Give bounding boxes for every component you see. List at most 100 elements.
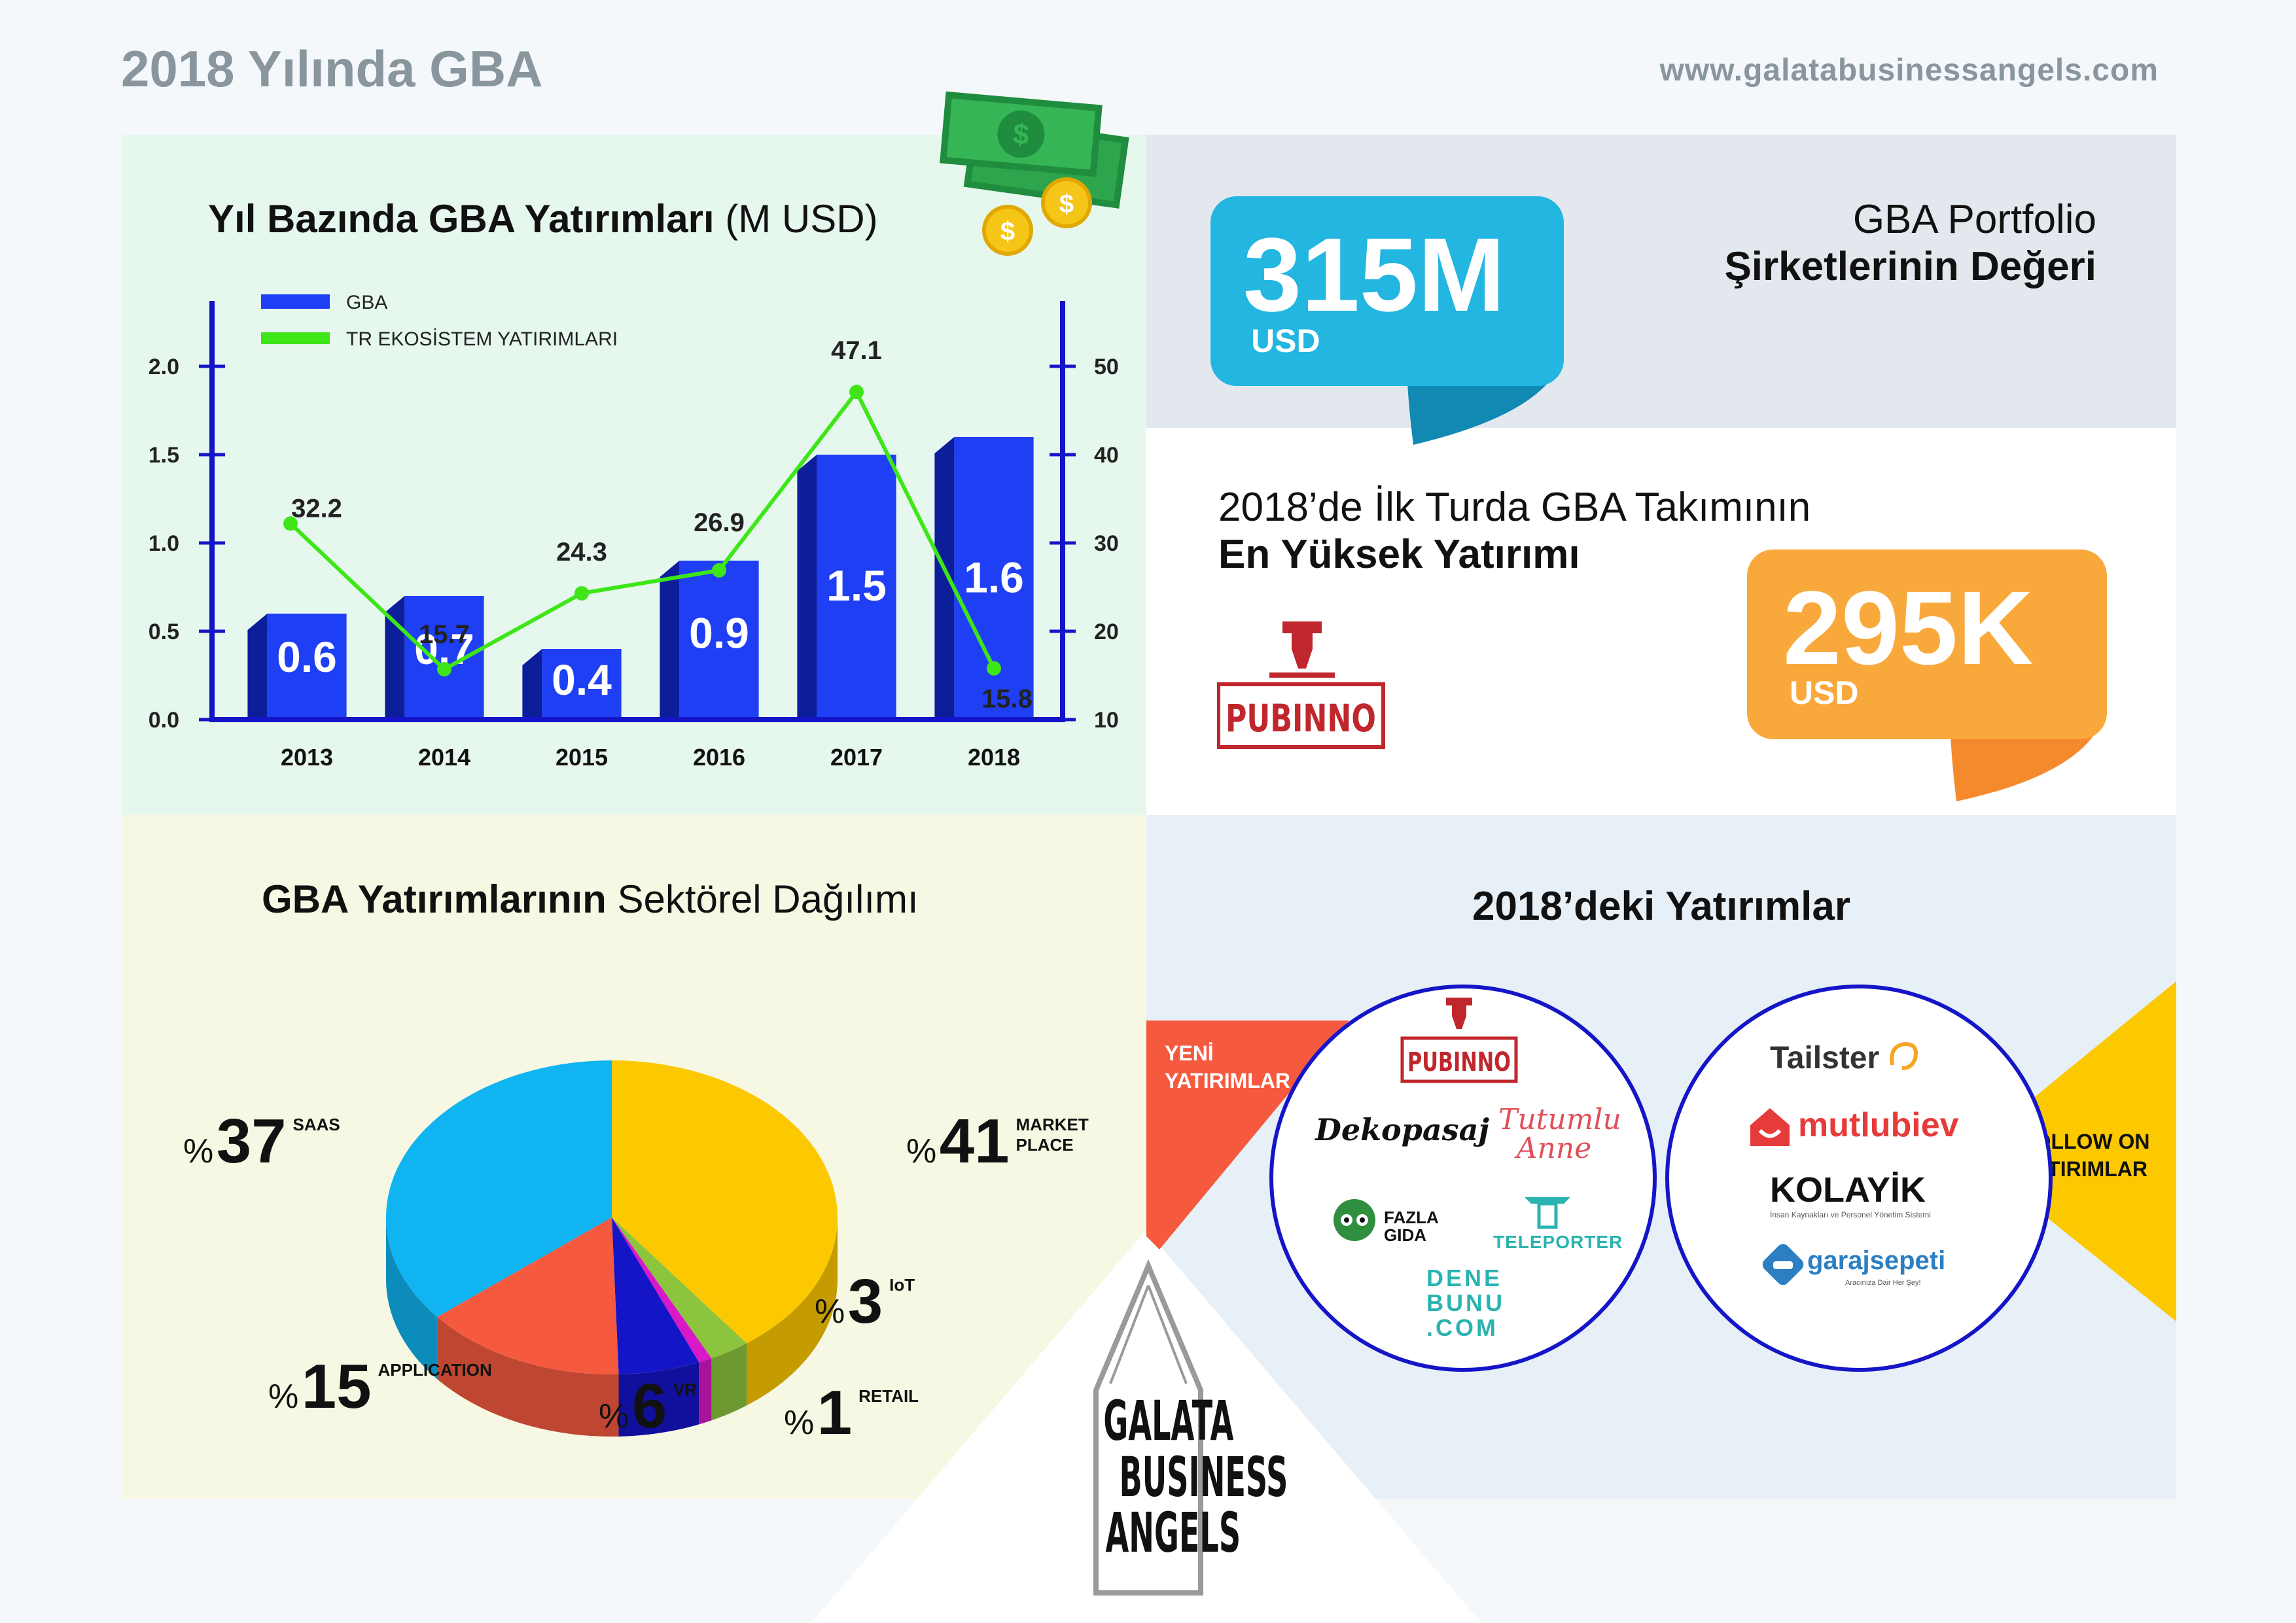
x-tick-label: 2015 <box>556 744 608 771</box>
pie-label-saas-name: SAAS <box>292 1115 340 1134</box>
pie-side-application <box>437 1317 619 1437</box>
investments-2018-title: 2018’deki Yatırımlar <box>1472 884 1850 929</box>
bar-value-label: 0.4 <box>552 655 612 704</box>
galata-tower-logo <box>1093 1259 1203 1596</box>
pie-slice-market-place <box>612 1060 838 1344</box>
pie-label-vr-value: 6 <box>631 1371 667 1441</box>
garajsepeti-icon <box>1762 1244 1804 1285</box>
pie-label-application-name: APPLICATION <box>378 1360 492 1380</box>
svg-text:$: $ <box>1012 118 1031 151</box>
pie-chart-title: GBA Yatırımlarının Sektörel Dağılımı <box>262 877 919 921</box>
pie-slice-application <box>437 1217 619 1374</box>
galata-logo-line2: BUSINESS <box>1119 1444 1288 1509</box>
pie-label-retail: % 1 RETAIL <box>784 1378 919 1448</box>
galata-logo-text: GALATA BUSINESS ANGELS <box>1050 1393 1288 1565</box>
bar-gba <box>817 455 896 717</box>
new-investments-label: YENİ YATIRIMLAR <box>1165 1041 1290 1092</box>
bar-side <box>522 649 542 717</box>
tailster-logo: Tailster <box>1770 1041 1880 1075</box>
pie-side-market-place <box>747 1217 838 1406</box>
top-invest-line1: 2018’de İlk Turda GBA Takımının <box>1218 485 1811 530</box>
bar-value-label: 1.5 <box>826 561 887 610</box>
line-point <box>574 585 589 601</box>
denebunu-logo: DENE BUNU .COM <box>1426 1265 1505 1341</box>
pie-label-marketplace: % 41 MARKET PLACE <box>906 1106 1094 1178</box>
pie-label-saas: % 37 SAAS <box>183 1106 340 1176</box>
line-tr-ecosystem <box>289 388 996 672</box>
legend-swatch-tr <box>261 332 330 344</box>
dekopasaj-logo: Dekopasaj <box>1315 1112 1490 1147</box>
y-tick-label-left: 2.0 <box>149 355 179 379</box>
line-point <box>712 563 726 578</box>
pie-side-vr <box>618 1362 699 1437</box>
new-investments-circle <box>1269 985 1657 1372</box>
pie-label-application-value: 15 <box>301 1352 372 1422</box>
bar-line-chart: 0.0 0.5 1.0 1.5 2.0 10 20 30 40 50 GBA TR EKOSİSTEM… <box>149 292 1119 771</box>
line-value-label: 47.1 <box>831 336 882 365</box>
x-tick-label: 2014 <box>418 744 470 771</box>
svg-text:$: $ <box>1000 217 1015 246</box>
pie-side-iot <box>711 1343 747 1421</box>
line-point <box>849 385 864 400</box>
kolayik-subtitle: İnsan Kaynakları ve Personel Yönetim Sis… <box>1770 1210 1931 1219</box>
x-tick-label: 2018 <box>968 744 1020 771</box>
line-value-label: 24.3 <box>556 538 607 567</box>
y-tick-label-left: 1.5 <box>149 443 179 468</box>
svg-text:PUBINNO: PUBINNO <box>1407 1047 1511 1077</box>
pie-slice-retail <box>612 1217 712 1363</box>
line-value-label: 15.8 <box>981 685 1033 714</box>
portfolio-unit: USD <box>1251 323 1320 359</box>
pubinno-logo: PUBINNO <box>1217 621 1385 749</box>
top-invest-callout-shape <box>1747 550 2107 801</box>
bar-gba <box>679 561 759 717</box>
y-tick-label-right: 40 <box>1094 443 1119 468</box>
bar-chart-title: Yıl Bazında GBA Yatırımları (M USD) <box>208 197 878 241</box>
portfolio-label-line2: Şirketlerinin Değeri <box>1724 244 2096 289</box>
pie-label-iot-name: IoT <box>889 1275 915 1295</box>
line-point <box>283 516 298 531</box>
kolayik-logo: KOLAYİK <box>1770 1170 1926 1210</box>
portfolio-callout-shape <box>1210 196 1564 445</box>
pie-label-iot-value: 3 <box>847 1266 883 1336</box>
page-title: 2018 Yılında GBA <box>121 40 543 97</box>
line-point <box>987 661 1001 676</box>
bar-side <box>797 455 817 717</box>
y-tick-label-right: 20 <box>1094 620 1119 644</box>
y-tick-label-left: 0.0 <box>149 708 179 733</box>
top-invest-line2: En Yüksek Yatırımı <box>1218 532 1580 577</box>
follow-on-arrow <box>1976 981 2176 1321</box>
x-tick-label: 2017 <box>830 744 883 771</box>
pie-label-marketplace-name: MARKET PLACE <box>1016 1115 1089 1155</box>
bar-value-label: 1.6 <box>964 553 1024 602</box>
top-invest-value: 295K <box>1783 569 2034 686</box>
fazla-gida-logo: FAZLA GIDA <box>1384 1208 1438 1246</box>
bar-gba <box>267 614 347 717</box>
pie-label-retail-value: 1 <box>817 1378 853 1448</box>
pie-slice-vr <box>612 1217 699 1374</box>
galata-logo-line3: ANGELS <box>1105 1501 1241 1565</box>
follow-on-circle <box>1665 985 2053 1372</box>
bar-side <box>934 437 955 717</box>
pie-slice-iot <box>612 1217 747 1359</box>
website-url[interactable]: www.galatabusinessangels.com <box>1659 53 2159 88</box>
pie-label-iot: % 3 IoT <box>815 1266 915 1336</box>
line-value-label: 15.7 <box>419 620 470 649</box>
y-tick-label-right: 10 <box>1094 708 1119 733</box>
money-icon: $ $ $ <box>940 91 1129 256</box>
pie-label-saas-value: 37 <box>216 1106 287 1176</box>
pie-side-saas <box>386 1217 438 1380</box>
teleporter-logo: TELEPORTER <box>1493 1232 1623 1252</box>
line-point <box>437 662 451 677</box>
pie-label-vr: % 6 VR <box>599 1371 698 1441</box>
bar-side <box>247 614 268 717</box>
legend-label-tr: TR EKOSİSTEM YATIRIMLARI <box>346 328 618 350</box>
svg-text:$: $ <box>1059 190 1074 218</box>
fazla-gida-icon <box>1333 1199 1375 1241</box>
portfolio-value: 315M <box>1243 216 1506 333</box>
pubinno-small-logo: PUBINNO <box>1400 998 1518 1083</box>
pie-label-vr-name: VR <box>673 1380 698 1399</box>
top-invest-unit: USD <box>1790 674 1859 711</box>
garajsepeti-subtitle: Aracınıza Dair Her Şey! <box>1845 1279 1921 1287</box>
y-tick-label-right: 30 <box>1094 531 1119 556</box>
mutlubiev-logo: mutlubiev <box>1798 1106 1959 1144</box>
